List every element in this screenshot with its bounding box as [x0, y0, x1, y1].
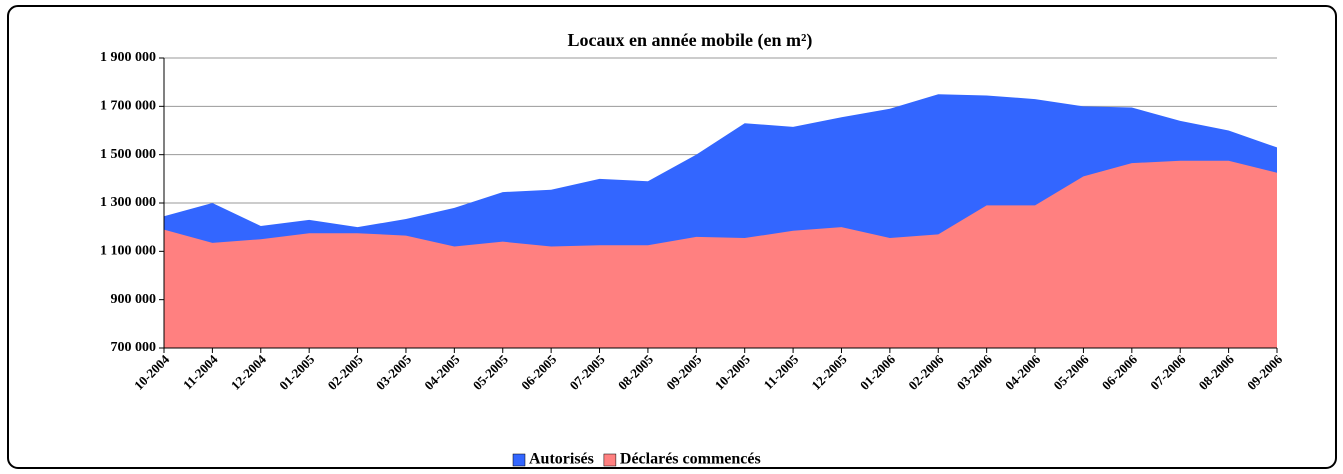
legend-swatch: [512, 453, 526, 467]
y-tick-label: 1 700 000: [100, 99, 156, 114]
y-tick-label: 700 000: [111, 340, 157, 355]
y-tick-label: 1 300 000: [100, 195, 156, 210]
y-tick-label: 1 500 000: [100, 147, 156, 162]
legend-swatch: [603, 453, 617, 467]
legend-label: Déclarés commencés: [620, 451, 761, 468]
y-tick-label: 1 900 000: [100, 50, 156, 65]
y-tick-label: 1 100 000: [100, 244, 156, 259]
chart-title: Locaux en année mobile (en m²): [568, 30, 813, 51]
area: [164, 160, 1277, 348]
legend-label: Autorisés: [529, 451, 594, 468]
y-tick-label: 900 000: [111, 292, 157, 307]
